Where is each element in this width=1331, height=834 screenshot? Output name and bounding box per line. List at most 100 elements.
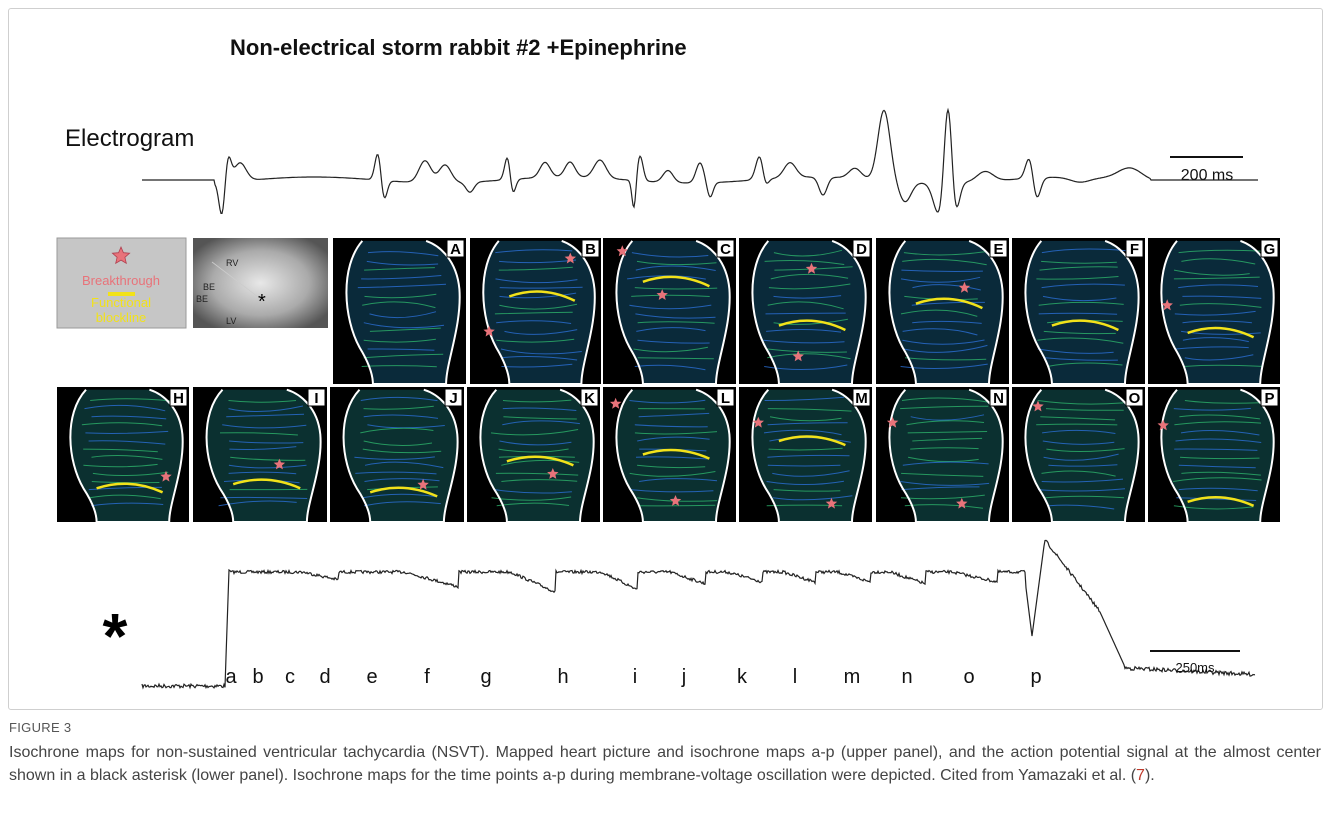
- isochrone-panel: G: [1148, 238, 1280, 385]
- isochrone-line: [364, 461, 444, 469]
- isochrone-line: [767, 353, 851, 360]
- isochrone-line: [639, 478, 718, 482]
- isochrone-line: [363, 440, 433, 446]
- isochrone-line: [767, 348, 847, 353]
- heart-label: RV: [226, 258, 238, 268]
- isochrone-line: [1178, 249, 1261, 254]
- isochrone-line: [360, 396, 438, 402]
- isochrone-line: [766, 480, 844, 486]
- panel-letter-box: [307, 388, 326, 407]
- time-point-label: o: [963, 666, 974, 688]
- isochrone-line: [362, 301, 436, 309]
- isochrone-line: [1181, 330, 1261, 335]
- isochrone-panel: C: [603, 238, 736, 385]
- panel-letter-box: [1125, 239, 1144, 258]
- isochrone-line: [767, 301, 844, 310]
- isochrone-line: [496, 320, 572, 324]
- isochrone-line: [1178, 487, 1258, 492]
- heart-label: BE: [203, 282, 215, 292]
- heart-outline: [751, 239, 867, 385]
- isochrone-line: [912, 437, 983, 442]
- breakthrough-star: [792, 350, 804, 362]
- isochrone-line: [499, 440, 572, 446]
- panel-letter-box: [1260, 239, 1279, 258]
- isochrone-line: [631, 252, 709, 258]
- isochrone-line: [1180, 430, 1260, 436]
- blockline: [915, 297, 983, 310]
- isochrone-line: [500, 348, 582, 355]
- isochrone-line: [89, 494, 161, 500]
- isochrone-line: [636, 260, 717, 266]
- isochrone-line: [765, 312, 846, 315]
- blockline: [778, 435, 846, 447]
- breakthrough-star: [564, 252, 576, 264]
- panel-letter: K: [584, 390, 595, 407]
- isochrone-panel: L: [603, 387, 736, 523]
- isochrone-line: [1041, 260, 1117, 264]
- panel-letter-box: [444, 388, 463, 407]
- isochrone-line: [906, 420, 985, 426]
- isochrone-line: [499, 303, 578, 310]
- heart-outline: [1160, 239, 1275, 385]
- isochrone-line: [91, 502, 164, 507]
- isochrone-line: [1181, 258, 1256, 265]
- blockline: [1051, 319, 1119, 332]
- caption-text: Isochrone maps for non-sustained ventric…: [9, 744, 1321, 784]
- isochrone-line: [495, 278, 578, 284]
- heart-fill: [206, 389, 321, 522]
- isochrone-panel: F: [1012, 238, 1145, 385]
- isochrone-line: [1041, 283, 1125, 289]
- isochrone-line: [910, 447, 979, 450]
- isochrone-line: [637, 357, 714, 360]
- isochrone-line: [494, 489, 572, 494]
- isochrone-line: [496, 338, 575, 343]
- isochrone-panel: A: [333, 238, 466, 385]
- heart-outline: [888, 239, 1004, 385]
- isochrone-line: [1045, 495, 1125, 499]
- isochrone-line: [901, 486, 980, 491]
- heart-label: BE: [196, 294, 208, 304]
- breakthrough-star: [669, 495, 682, 506]
- isochrone-line: [1184, 400, 1260, 404]
- isochrone-line: [85, 430, 169, 434]
- isochrone-line: [900, 276, 981, 283]
- isochrone-panel: K: [467, 387, 600, 523]
- citation-link[interactable]: 7: [1136, 767, 1145, 784]
- panel-letter: A: [450, 241, 461, 258]
- isochrone-line: [770, 273, 849, 280]
- blockline: [778, 319, 846, 332]
- heart-outline: [205, 388, 322, 523]
- isochrone-line: [361, 275, 442, 280]
- isochrone-line: [1043, 453, 1119, 461]
- isochrone-line: [499, 286, 583, 289]
- breakthrough-star: [956, 497, 968, 509]
- isochrone-line: [503, 416, 577, 420]
- isochrone-line: [901, 472, 984, 477]
- isochrone-line: [369, 311, 437, 319]
- isochrone-line: [1046, 448, 1125, 452]
- isochrone-line: [230, 456, 306, 461]
- isochrone-line: [355, 471, 437, 475]
- isochrone-line: [1179, 303, 1262, 308]
- isochrone-line: [634, 424, 708, 428]
- isochrone-line: [638, 412, 710, 418]
- isochrone-line: [767, 408, 852, 412]
- isochrone-line: [229, 446, 297, 450]
- isochrone-line: [631, 294, 710, 297]
- big-asterisk: *: [103, 600, 128, 672]
- isochrone-line: [369, 327, 441, 332]
- blockline: [642, 275, 710, 288]
- isochrone-line: [773, 249, 843, 257]
- isochrone-panel: B: [470, 238, 601, 385]
- isochrone-line: [222, 424, 307, 429]
- breakthrough-star: [547, 468, 559, 479]
- isochrone-line: [1043, 330, 1116, 335]
- isochrone-line: [636, 327, 706, 332]
- breakthrough-star: [160, 470, 172, 482]
- isochrone-line: [900, 309, 978, 317]
- isochrone-line: [218, 500, 297, 507]
- isochrone-line: [228, 471, 297, 475]
- isochrone-line: [772, 470, 850, 477]
- panel-letter-box: [989, 239, 1008, 258]
- isochrone-line: [637, 464, 706, 469]
